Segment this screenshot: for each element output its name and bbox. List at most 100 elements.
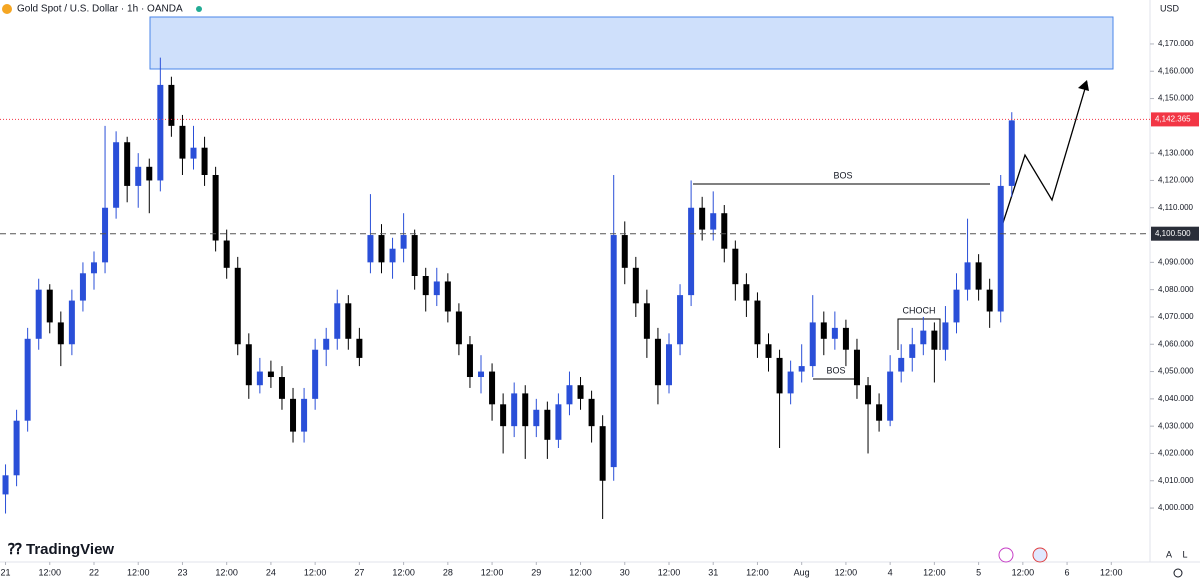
- projection-arrow: [999, 81, 1088, 233]
- candle-body: [278, 377, 285, 399]
- y-tick-label: 4,130.000: [1158, 148, 1194, 157]
- candle-body: [223, 240, 230, 268]
- candle-body: [444, 281, 451, 312]
- brand-logo[interactable]: ⁇ TradingView: [8, 541, 114, 558]
- candle-body: [920, 330, 927, 345]
- x-tick-label: 12:00: [1012, 567, 1035, 577]
- candle-body: [975, 262, 982, 290]
- candle-body: [577, 385, 584, 399]
- candle-body: [168, 84, 175, 126]
- candle-body: [898, 357, 905, 372]
- flag-icon[interactable]: [1032, 547, 1048, 563]
- candle-body: [2, 475, 9, 495]
- candle-body: [511, 393, 518, 427]
- y-tick-label: 4,060.000: [1158, 339, 1194, 348]
- candle-body: [743, 284, 750, 301]
- x-tick-label: 6: [1065, 567, 1070, 577]
- candle-body: [389, 248, 396, 263]
- candle-body: [732, 248, 739, 285]
- candle-body: [35, 289, 42, 339]
- arrow-head: [1078, 80, 1089, 91]
- candle-body: [798, 366, 805, 372]
- y-tick-label: 4,150.000: [1158, 94, 1194, 103]
- y-tick-label: 4,160.000: [1158, 66, 1194, 75]
- candle-body: [599, 426, 606, 481]
- candle-body: [367, 235, 374, 263]
- x-tick-label: 12:00: [923, 567, 946, 577]
- candle-body: [677, 295, 684, 345]
- candle-body: [721, 213, 728, 249]
- candle-body: [566, 385, 573, 405]
- x-tick-label: 12:00: [746, 567, 769, 577]
- candle-body: [212, 174, 219, 241]
- candle-body: [411, 235, 418, 277]
- x-tick-label: 12:00: [392, 567, 415, 577]
- candle-body: [621, 235, 628, 268]
- candle-body: [964, 262, 971, 290]
- x-tick-label: 31: [708, 567, 718, 577]
- candle-body: [654, 338, 661, 386]
- candle-body: [853, 349, 860, 386]
- x-tick-label: 5: [976, 567, 981, 577]
- candle-body: [234, 267, 241, 345]
- candle-body: [57, 322, 64, 345]
- scale-button[interactable]: L: [1182, 549, 1187, 559]
- candle-body: [876, 404, 883, 421]
- candle-body: [500, 404, 507, 427]
- y-tick-label: 4,020.000: [1158, 449, 1194, 458]
- candle-body: [787, 371, 794, 394]
- candle-body: [688, 207, 695, 296]
- candle-body: [323, 338, 330, 350]
- annotation: BOS: [826, 365, 845, 375]
- candle-body: [931, 330, 938, 350]
- x-tick-label: 12:00: [569, 567, 592, 577]
- x-tick-label: 21: [1, 567, 11, 577]
- candle-body: [13, 420, 20, 476]
- candle-body: [643, 303, 650, 339]
- settings-icon[interactable]: [1173, 568, 1183, 578]
- x-tick-label: 23: [177, 567, 187, 577]
- brand-mark: ⁇: [8, 541, 26, 558]
- candle-body: [986, 289, 993, 312]
- y-tick-label: 4,010.000: [1158, 476, 1194, 485]
- candle-body: [378, 235, 385, 263]
- candle-body: [267, 371, 274, 378]
- annotation: CHOCH: [903, 305, 936, 315]
- candle-body: [809, 322, 816, 367]
- symbol-icon: [2, 4, 12, 14]
- candle-body: [478, 371, 485, 378]
- candle-body: [179, 125, 186, 159]
- candle-body: [433, 281, 440, 296]
- currency[interactable]: USD: [1160, 3, 1180, 13]
- candle-body: [765, 344, 772, 358]
- candle-body: [190, 147, 197, 159]
- candle-body: [610, 235, 617, 468]
- candle-body: [522, 393, 529, 427]
- candle-body: [334, 303, 341, 339]
- level-label: 4,100.500: [1155, 229, 1191, 238]
- candle-body: [356, 338, 363, 358]
- scale-button[interactable]: A: [1166, 549, 1172, 559]
- candle-body: [544, 409, 551, 440]
- candle-body: [135, 166, 142, 186]
- symbol-title[interactable]: Gold Spot / U.S. Dollar · 1h · OANDA: [17, 4, 183, 15]
- x-tick-label: 12:00: [127, 567, 150, 577]
- candle-body: [831, 327, 838, 339]
- x-tick-label: 22: [89, 567, 99, 577]
- x-tick-label: 27: [354, 567, 364, 577]
- market-status: [196, 6, 202, 12]
- y-tick-label: 4,030.000: [1158, 421, 1194, 430]
- alert-icon[interactable]: [998, 547, 1014, 563]
- level-tag: [1151, 226, 1199, 241]
- y-tick-label: 4,000.000: [1158, 503, 1194, 512]
- x-tick-label: 12:00: [38, 567, 61, 577]
- candle-body: [290, 398, 297, 432]
- x-tick-label: 12:00: [304, 567, 327, 577]
- x-tick-label: 12:00: [1100, 567, 1123, 577]
- candle-body: [79, 273, 86, 301]
- x-tick-label: 28: [443, 567, 453, 577]
- candle-body: [124, 142, 131, 186]
- y-tick-label: 4,090.000: [1158, 257, 1194, 266]
- x-tick-label: 12:00: [658, 567, 681, 577]
